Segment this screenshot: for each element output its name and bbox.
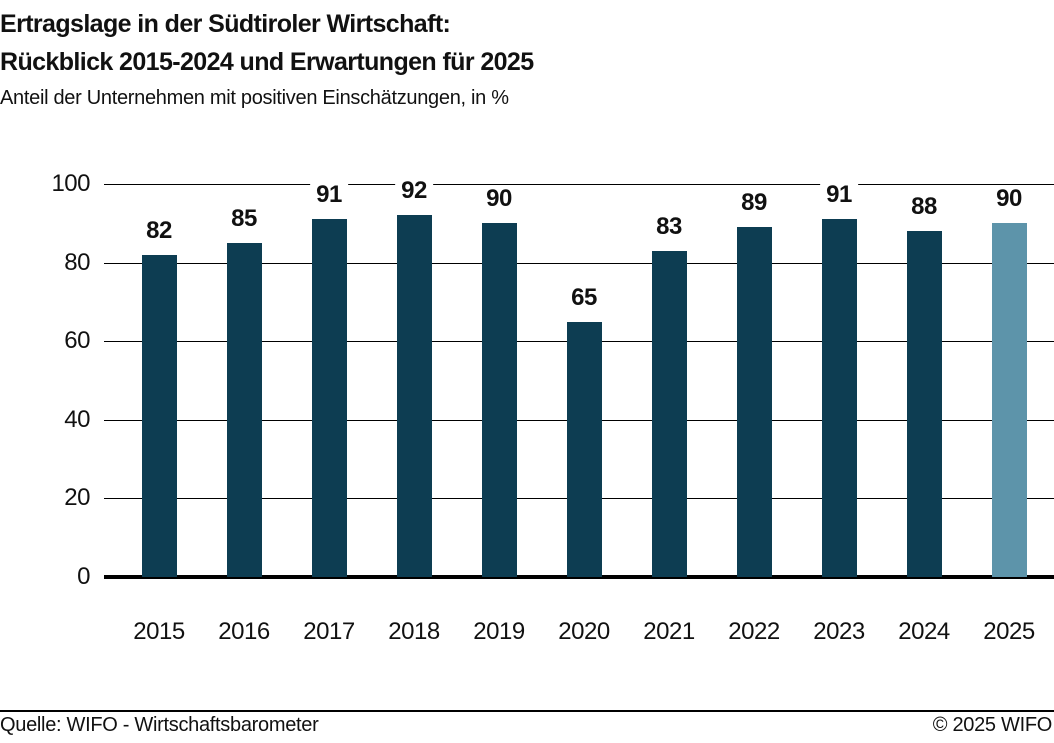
footer-divider	[0, 710, 1054, 712]
x-tick-label: 2019	[473, 618, 525, 645]
chart-title-line2: Rückblick 2015-2024 und Erwartungen für …	[0, 48, 534, 76]
x-axis-line	[104, 575, 1054, 579]
x-tick-label: 2015	[133, 618, 185, 645]
bar-value-label: 92	[395, 177, 433, 205]
y-tick-label: 60	[64, 327, 90, 354]
bar-highlighted	[991, 223, 1027, 577]
y-tick-label: 0	[77, 563, 90, 590]
chart-subtitle: Anteil der Unternehmen mit positiven Ein…	[0, 87, 509, 109]
bar	[481, 223, 517, 577]
bar	[396, 215, 432, 577]
y-tick-label: 20	[64, 484, 90, 511]
x-tick-label: 2023	[813, 618, 865, 645]
x-tick-label: 2021	[643, 618, 695, 645]
bar	[736, 227, 772, 577]
gridline	[104, 263, 1054, 264]
x-tick-label: 2020	[558, 618, 610, 645]
bar-value-label: 85	[225, 204, 263, 232]
y-tick-label: 40	[64, 406, 90, 433]
bar-value-label: 83	[650, 212, 688, 240]
x-tick-label: 2017	[303, 618, 355, 645]
x-tick-label: 2018	[388, 618, 440, 645]
bar-chart: 0 20 40 60 80 100 82 2015 85 2016 91 2017 92 2018 90 20…	[51, 170, 1054, 645]
x-tick-label: 2024	[898, 618, 950, 645]
chart-title-line1: Ertragslage in der Südtiroler Wirtschaft…	[0, 10, 451, 38]
y-tick-label: 80	[64, 249, 90, 276]
y-tick-label: 100	[51, 170, 90, 197]
bar	[311, 219, 347, 577]
gridline	[104, 184, 1054, 185]
bar-value-label: 90	[480, 185, 518, 213]
bar-value-label: 90	[990, 185, 1028, 213]
bar	[141, 254, 177, 577]
bar	[906, 231, 942, 577]
bar-value-label: 89	[735, 189, 773, 217]
x-tick-label: 2025	[983, 618, 1035, 645]
bar-value-label: 65	[565, 283, 603, 311]
source-label: Quelle: WIFO - Wirtschaftsbarometer	[0, 714, 319, 736]
bar	[226, 242, 262, 577]
bar	[566, 321, 602, 577]
x-tick-label: 2016	[218, 618, 270, 645]
bar	[651, 250, 687, 577]
x-tick-label: 2022	[728, 618, 780, 645]
bar-value-label: 82	[140, 216, 178, 244]
bar-value-label: 88	[905, 193, 943, 221]
bar	[821, 219, 857, 577]
copyright-label: © 2025 WIFO	[932, 714, 1053, 736]
bar-value-label: 91	[310, 181, 348, 209]
bar-value-label: 91	[820, 181, 858, 209]
